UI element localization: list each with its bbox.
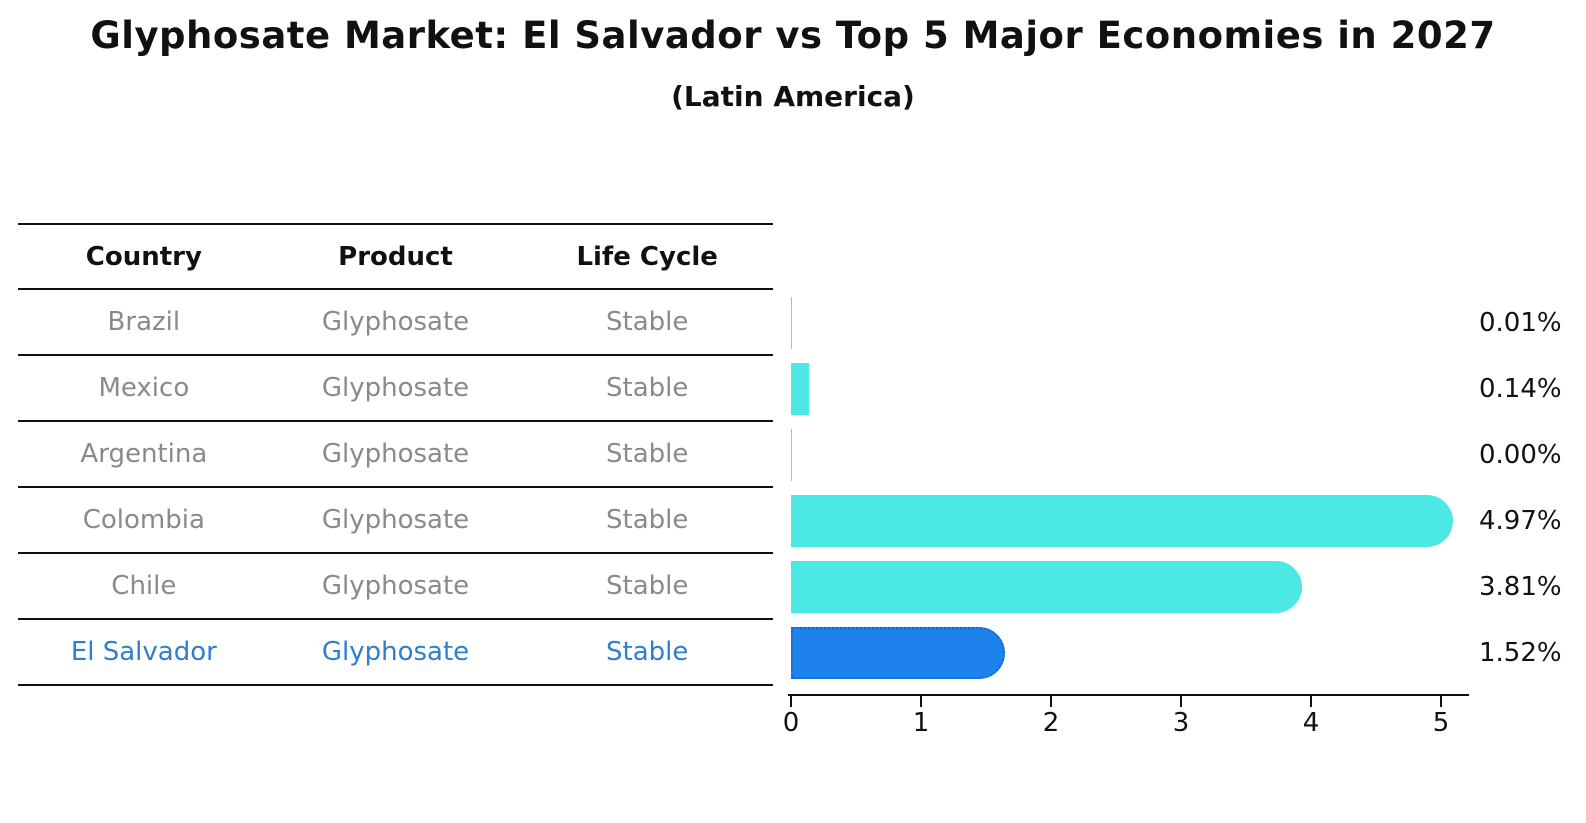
value-label-brazil: 0.01% xyxy=(1479,308,1562,338)
chart-subtitle: (Latin America) xyxy=(671,80,915,113)
table-row-colombia: Colombia Glyphosate Stable xyxy=(18,488,773,554)
cell-product-argentina: Glyphosate xyxy=(321,439,470,469)
cell-country-brazil: Brazil xyxy=(107,307,181,337)
column-header-lifecycle: Life Cycle xyxy=(576,241,718,272)
x-tick-label-1: 1 xyxy=(912,708,930,738)
x-tick-0 xyxy=(790,696,792,707)
x-tick-5 xyxy=(1440,696,1442,707)
column-header-product: Product xyxy=(338,241,453,272)
bar-argentina xyxy=(791,429,792,481)
x-tick-3 xyxy=(1180,696,1182,707)
x-axis-line xyxy=(788,694,1469,696)
cell-lifecycle-argentina: Stable xyxy=(606,439,689,469)
table-row-el-salvador: El Salvador Glyphosate Stable xyxy=(18,620,773,686)
cell-country-el-salvador: El Salvador xyxy=(70,637,217,667)
table-header-row: Country Product Life Cycle xyxy=(18,223,773,290)
x-tick-label-0: 0 xyxy=(782,708,800,738)
table-row-argentina: Argentina Glyphosate Stable xyxy=(18,422,773,488)
x-tick-2 xyxy=(1050,696,1052,707)
bar-chile xyxy=(791,561,1303,613)
x-tick-label-5: 5 xyxy=(1432,708,1450,738)
value-label-argentina: 0.00% xyxy=(1479,440,1562,470)
cell-lifecycle-chile: Stable xyxy=(606,571,689,601)
cell-country-argentina: Argentina xyxy=(80,439,208,469)
cell-country-chile: Chile xyxy=(111,571,177,601)
cell-country-mexico: Mexico xyxy=(98,373,190,403)
value-label-chile: 3.81% xyxy=(1479,572,1562,602)
bar-brazil xyxy=(791,297,793,349)
cell-product-brazil: Glyphosate xyxy=(321,307,470,337)
x-tick-label-4: 4 xyxy=(1302,708,1320,738)
cell-lifecycle-mexico: Stable xyxy=(606,373,689,403)
cell-product-colombia: Glyphosate xyxy=(321,505,470,535)
chart-title: Glyphosate Market: El Salvador vs Top 5 … xyxy=(90,14,1496,57)
bar-el-salvador xyxy=(791,627,1005,679)
cell-lifecycle-brazil: Stable xyxy=(606,307,689,337)
table-row-brazil: Brazil Glyphosate Stable xyxy=(18,290,773,356)
cell-product-chile: Glyphosate xyxy=(321,571,470,601)
cell-product-el-salvador: Glyphosate xyxy=(321,637,470,667)
x-tick-label-2: 2 xyxy=(1042,708,1060,738)
value-label-colombia: 4.97% xyxy=(1479,506,1562,536)
cell-country-colombia: Colombia xyxy=(82,505,205,535)
cell-lifecycle-colombia: Stable xyxy=(606,505,689,535)
table-row-chile: Chile Glyphosate Stable xyxy=(18,554,773,620)
x-tick-1 xyxy=(920,696,922,707)
bar-mexico xyxy=(791,363,810,415)
x-tick-label-3: 3 xyxy=(1172,708,1190,738)
value-label-el-salvador: 1.52% xyxy=(1479,638,1562,668)
x-tick-4 xyxy=(1310,696,1312,707)
table-row-mexico: Mexico Glyphosate Stable xyxy=(18,356,773,422)
column-header-country: Country xyxy=(85,241,202,272)
cell-product-mexico: Glyphosate xyxy=(321,373,470,403)
value-label-mexico: 0.14% xyxy=(1479,374,1562,404)
bar-colombia xyxy=(791,495,1454,547)
cell-lifecycle-el-salvador: Stable xyxy=(606,637,689,667)
